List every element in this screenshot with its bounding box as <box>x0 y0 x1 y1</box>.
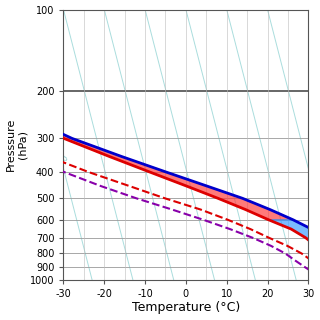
Text: -20: -20 <box>97 0 112 10</box>
Text: -10: -10 <box>138 0 152 10</box>
Text: 0: 0 <box>253 280 258 286</box>
Text: -30: -30 <box>127 280 139 286</box>
Text: -20: -20 <box>168 280 179 286</box>
Y-axis label: Presssure
(hPa): Presssure (hPa) <box>5 118 27 171</box>
X-axis label: Temperature (°C): Temperature (°C) <box>132 301 240 315</box>
Text: 30: 30 <box>302 0 315 10</box>
Text: 20: 20 <box>261 0 274 10</box>
Text: -40: -40 <box>86 280 98 286</box>
Polygon shape <box>0 91 293 220</box>
Text: -40: -40 <box>56 153 71 169</box>
Text: 10: 10 <box>292 280 300 286</box>
Text: -10: -10 <box>209 280 220 286</box>
Text: 0: 0 <box>181 0 191 10</box>
Text: 10: 10 <box>220 0 233 10</box>
Polygon shape <box>268 220 320 260</box>
Text: -30: -30 <box>56 0 71 10</box>
